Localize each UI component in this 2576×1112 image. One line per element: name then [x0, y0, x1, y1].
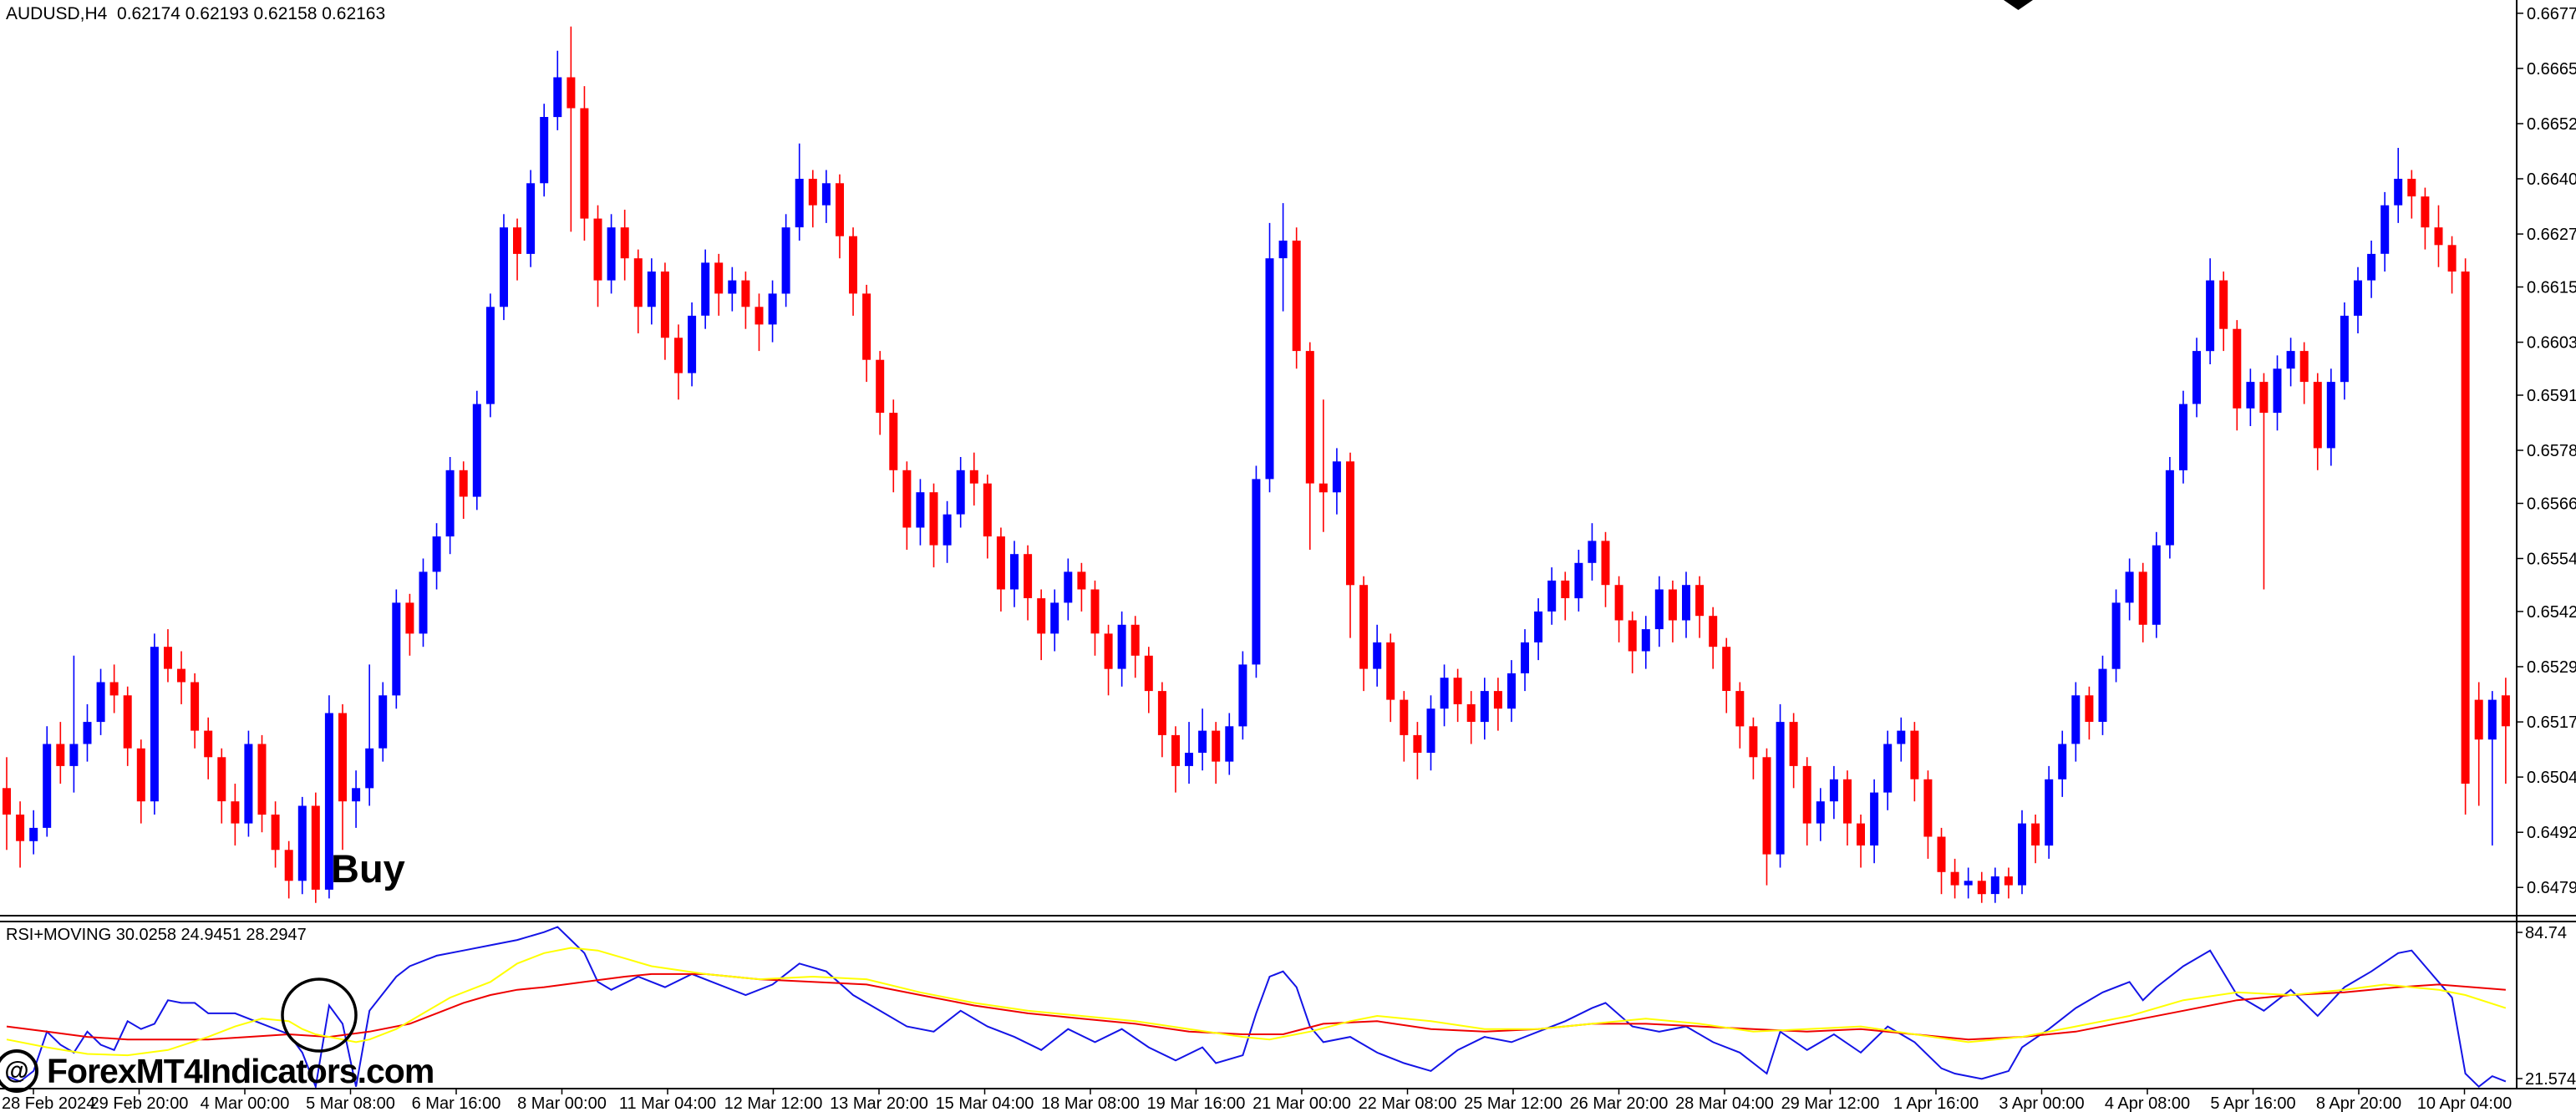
price-axis-label: 0.66525 [2527, 115, 2576, 134]
time-axis-label: 8 Mar 00:00 [517, 1094, 607, 1112]
time-axis-label: 8 Apr 20:00 [2316, 1094, 2401, 1112]
time-axis-label: 11 Mar 04:00 [619, 1094, 716, 1112]
price-axis-label: 0.65665 [2527, 495, 2576, 514]
watermark-text: ForexMT4Indicators.com [47, 1051, 434, 1090]
time-axis-label: 12 Mar 12:00 [724, 1094, 823, 1112]
watermark: @ ForexMT4Indicators.com [0, 1049, 434, 1093]
price-axis-label: 0.65045 [2527, 769, 2576, 787]
time-axis-label: 13 Mar 20:00 [830, 1094, 928, 1112]
time-axis-label: 3 Apr 00:00 [1999, 1094, 2084, 1112]
time-axis-label: 29 Feb 20:00 [90, 1094, 189, 1112]
time-axis-label: 10 Apr 04:00 [2417, 1094, 2512, 1112]
rsi-line [6, 926, 2507, 1090]
indicator-min-label: 21.5748 [2525, 1070, 2576, 1089]
price-axis-label: 0.64795 [2527, 879, 2576, 897]
price-axis-label: 0.66275 [2527, 226, 2576, 244]
indicator-axis: 84.74 21.5748 [2517, 924, 2576, 1089]
circle-annotation[interactable] [281, 977, 358, 1053]
price-axis-label: 0.66155 [2527, 279, 2576, 297]
time-axis-label: 4 Mar 00:00 [201, 1094, 290, 1112]
time-axis-label: 4 Apr 08:00 [2105, 1094, 2190, 1112]
time-axis-label: 26 Mar 20:00 [1570, 1094, 1669, 1112]
price-axis-label: 0.66775 [2527, 5, 2576, 23]
down-arrow-icon[interactable] [2004, 0, 2033, 10]
indicator-label: RSI+MOVING 30.0258 24.9451 28.2947 [6, 926, 307, 944]
indicator-max-label: 84.74 [2525, 924, 2567, 942]
price-axis-label: 0.65785 [2527, 442, 2576, 460]
time-axis-label: 6 Mar 16:00 [412, 1094, 501, 1112]
time-axis-label: 5 Apr 16:00 [2210, 1094, 2295, 1112]
candlestick-chart [3, 26, 2510, 903]
price-axis-label: 0.65295 [2527, 658, 2576, 677]
at-logo-icon: @ [0, 1049, 38, 1093]
time-axis-label: 22 Mar 08:00 [1359, 1094, 1457, 1112]
time-axis-label: 5 Mar 08:00 [306, 1094, 395, 1112]
time-axis-label: 19 Mar 16:00 [1147, 1094, 1246, 1112]
buy-annotation[interactable]: Buy [331, 846, 405, 891]
time-axis-label: 21 Mar 00:00 [1252, 1094, 1351, 1112]
ma-yellow-line [6, 947, 2507, 1057]
time-axis-label: 18 Mar 08:00 [1041, 1094, 1140, 1112]
ma-red-line [6, 972, 2506, 1041]
rsi-indicator-lines [6, 926, 2507, 1090]
symbol-title: AUDUSD,H4 0.62174 0.62193 0.62158 0.6216… [6, 4, 386, 23]
time-axis-label: 15 Mar 04:00 [936, 1094, 1034, 1112]
time-axis-label: 28 Mar 04:00 [1675, 1094, 1774, 1112]
time-axis-label: 1 Apr 16:00 [1893, 1094, 1979, 1112]
time-axis-label: 29 Mar 12:00 [1781, 1094, 1880, 1112]
time-axis-label: 25 Mar 12:00 [1464, 1094, 1562, 1112]
time-axis-label: 28 Feb 2024 [2, 1094, 95, 1112]
